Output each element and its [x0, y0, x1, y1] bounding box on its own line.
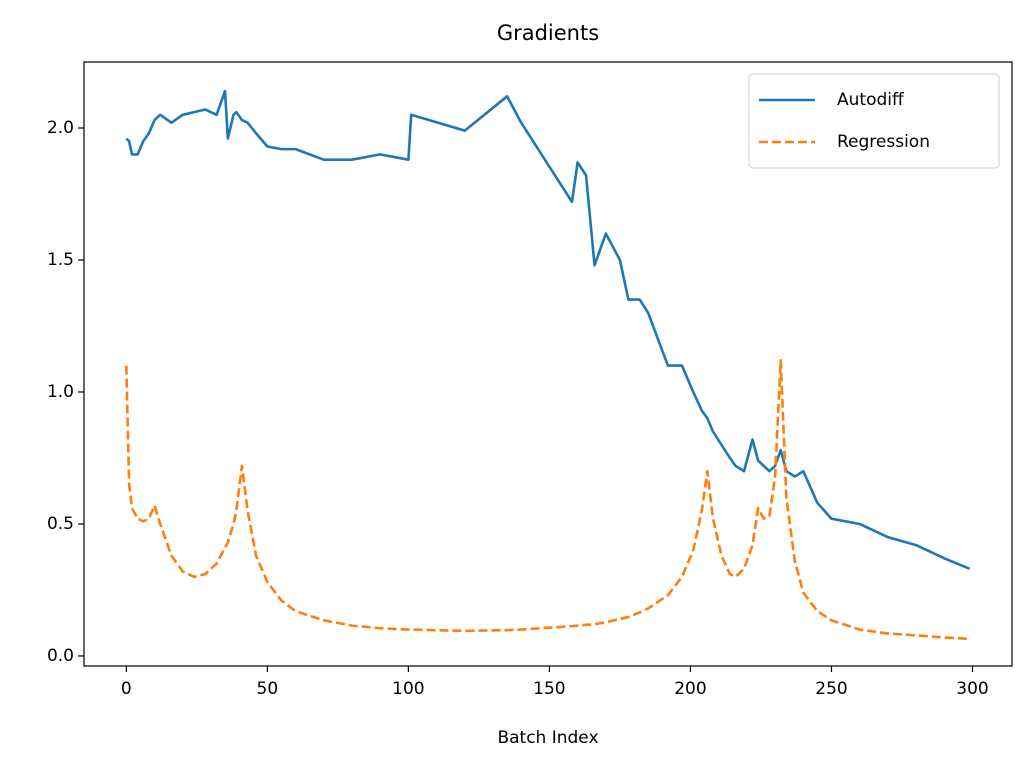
- x-tick-label: 100: [392, 679, 424, 699]
- x-tick-label: 150: [533, 679, 565, 699]
- plot-frame: [83, 61, 1013, 667]
- legend-box: [748, 73, 1000, 169]
- y-tick-label: 0.0: [47, 646, 74, 666]
- y-tick-label: 1.5: [47, 250, 74, 270]
- y-tick-label: 0.5: [47, 514, 74, 534]
- x-tick-label: 300: [956, 679, 988, 699]
- x-tick-label: 0: [121, 679, 132, 699]
- x-axis-label: Batch Index: [497, 728, 598, 748]
- x-tick-label: 200: [674, 679, 706, 699]
- x-tick-label: 250: [815, 679, 847, 699]
- line-series: [125, 359, 970, 641]
- x-tick-label: 50: [257, 679, 279, 699]
- legend-label: Regression: [837, 132, 930, 152]
- legend-label: Autodiff: [837, 90, 905, 110]
- y-tick-label: 2.0: [47, 118, 74, 138]
- y-tick-label: 1.0: [47, 382, 74, 402]
- chart-title: Gradients: [497, 21, 599, 45]
